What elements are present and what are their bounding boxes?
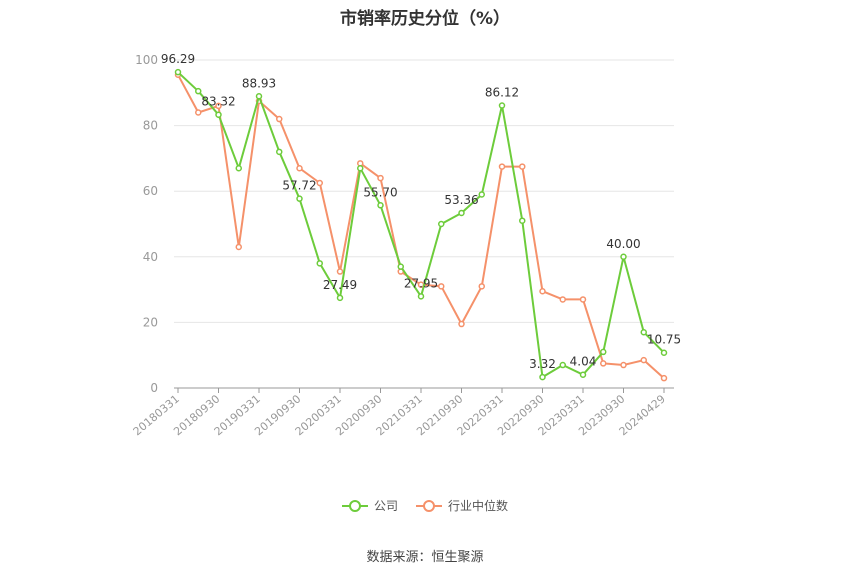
y-tick-label: 80 — [143, 119, 158, 133]
point-company — [255, 93, 263, 100]
data-label: 96.29 — [161, 52, 195, 66]
point-company — [316, 260, 323, 267]
data-label: 55.70 — [363, 185, 397, 199]
point-industry — [458, 320, 465, 328]
data-label: 27.95 — [404, 276, 438, 290]
data-source: 数据来源：恒生聚源 — [366, 550, 484, 565]
legend-label-company: 公司 — [373, 499, 398, 513]
point-industry — [600, 360, 607, 367]
point-company — [600, 348, 607, 356]
data-label: 86.12 — [485, 86, 519, 100]
data-label: 40.00 — [606, 237, 640, 251]
point-company — [215, 111, 222, 118]
point-company — [498, 102, 506, 109]
point-company — [478, 191, 485, 198]
point-industry — [579, 296, 587, 303]
y-tick-label: 0 — [150, 381, 158, 395]
point-company — [195, 87, 202, 95]
point-industry — [215, 102, 222, 110]
point-company — [276, 148, 283, 156]
point-company — [458, 209, 465, 217]
data-label: 3.32 — [529, 357, 556, 371]
point-company — [174, 68, 182, 76]
y-tick-label: 40 — [143, 250, 158, 264]
point-industry — [498, 163, 506, 170]
point-company — [620, 253, 627, 261]
point-industry — [438, 283, 445, 290]
point-company — [438, 220, 445, 228]
point-company — [235, 164, 242, 172]
data-label: 88.93 — [242, 76, 276, 90]
y-tick-label: 100 — [135, 53, 158, 67]
point-industry — [559, 296, 566, 303]
data-label: 83.32 — [201, 95, 235, 109]
point-company — [640, 328, 647, 336]
point-industry — [276, 115, 283, 123]
point-company — [559, 361, 566, 369]
point-industry — [316, 179, 323, 187]
y-tick-label: 60 — [143, 184, 158, 198]
point-company — [357, 164, 364, 172]
point-industry — [235, 243, 242, 251]
point-company — [296, 195, 303, 202]
y-tick-label: 20 — [143, 315, 158, 329]
point-company — [336, 294, 344, 302]
legend-swatch-company — [341, 499, 368, 513]
point-industry — [478, 283, 485, 290]
data-label: 10.75 — [647, 333, 681, 347]
legend-swatch-industry — [416, 499, 442, 513]
point-industry — [640, 356, 647, 364]
legend: 公司 行业中位数 — [0, 497, 850, 514]
point-company — [417, 293, 425, 300]
data-label: 4.04 — [570, 355, 597, 369]
series-line-company — [177, 71, 665, 379]
series-line-industry — [177, 74, 665, 379]
point-industry — [539, 287, 546, 295]
point-company — [519, 217, 526, 224]
point-company — [579, 371, 587, 378]
point-company — [397, 263, 404, 270]
legend-item-company[interactable]: 公司 — [341, 497, 398, 514]
point-company — [377, 202, 384, 209]
legend-item-industry[interactable]: 行业中位数 — [416, 497, 508, 514]
point-company — [660, 349, 668, 356]
point-industry — [519, 163, 526, 170]
data-label: 53.36 — [444, 193, 478, 207]
point-industry — [336, 268, 344, 275]
chart-title: 市销率历史分位（%） — [339, 9, 511, 29]
data-label: 27.49 — [323, 278, 357, 292]
point-company — [539, 373, 546, 381]
point-industry — [296, 164, 303, 172]
legend-label-industry: 行业中位数 — [448, 499, 509, 513]
point-industry — [195, 109, 202, 116]
point-industry — [377, 174, 384, 182]
data-label: 57.72 — [282, 179, 316, 193]
point-industry — [620, 361, 627, 369]
point-industry — [660, 374, 668, 382]
